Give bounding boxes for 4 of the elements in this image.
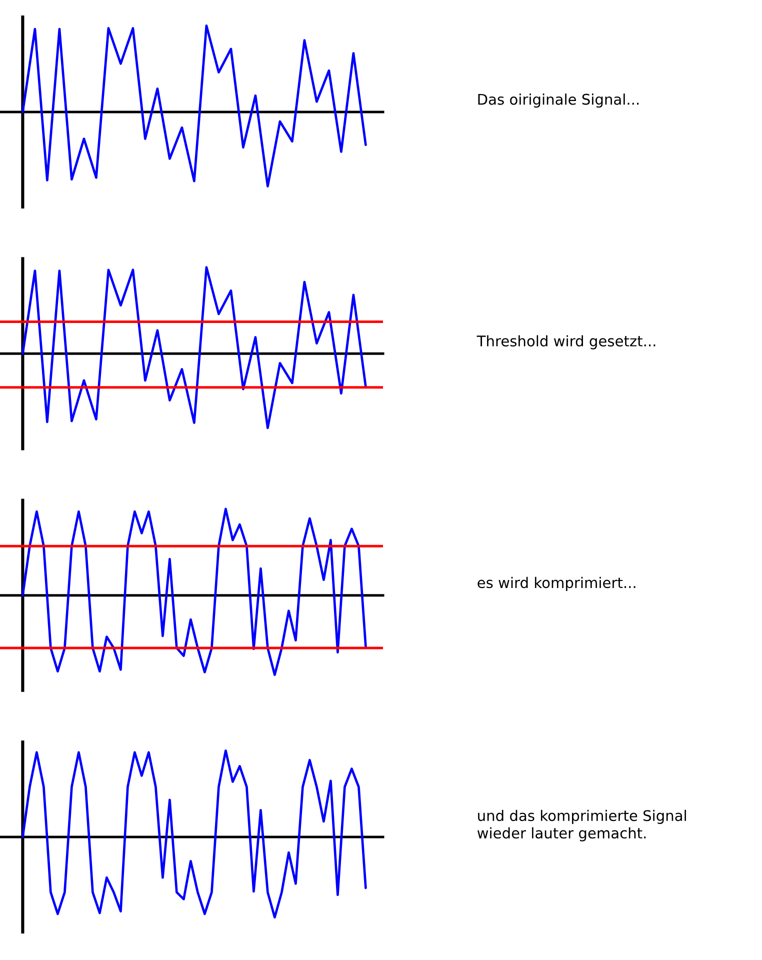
text: es wird komprimiert... (478, 576, 636, 591)
text: Threshold wird gesetzt... (476, 335, 656, 350)
text: und das komprimierte Signal wieder lauter gemacht. (477, 810, 686, 842)
text: Das oiriginale Signal... (478, 94, 639, 108)
